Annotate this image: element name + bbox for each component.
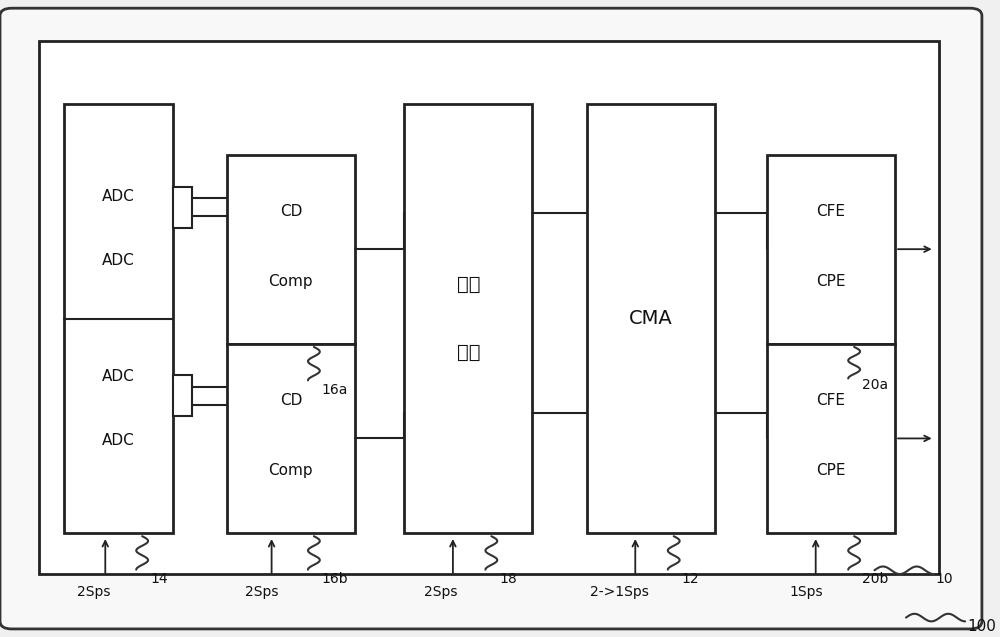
Text: 1Sps: 1Sps — [789, 585, 823, 599]
Text: 14: 14 — [150, 572, 168, 586]
Text: 2->1Sps: 2->1Sps — [590, 585, 649, 599]
Text: 2Sps: 2Sps — [245, 585, 278, 599]
Text: 时钟: 时钟 — [457, 275, 480, 294]
Text: Comp: Comp — [269, 463, 313, 478]
Bar — [173, 375, 192, 417]
Text: 20b: 20b — [862, 572, 888, 586]
Bar — [173, 187, 192, 227]
Text: CD: CD — [280, 204, 302, 219]
Bar — [587, 104, 715, 533]
Bar — [227, 155, 355, 344]
Text: CFE: CFE — [817, 204, 846, 219]
Bar — [227, 344, 355, 533]
Bar — [767, 155, 895, 344]
Bar — [404, 104, 532, 533]
Text: ADC: ADC — [102, 189, 135, 204]
Text: CPE: CPE — [816, 274, 846, 289]
Text: ADC: ADC — [102, 433, 135, 448]
Text: 恢复: 恢复 — [457, 343, 480, 362]
FancyBboxPatch shape — [0, 8, 982, 629]
Text: CFE: CFE — [817, 393, 846, 408]
Text: CD: CD — [280, 393, 302, 408]
Text: 10: 10 — [936, 572, 953, 586]
Text: ADC: ADC — [102, 369, 135, 384]
Text: 16a: 16a — [322, 383, 348, 397]
Text: CMA: CMA — [629, 309, 673, 328]
Bar — [64, 104, 173, 533]
Text: 2Sps: 2Sps — [77, 585, 110, 599]
Text: 100: 100 — [967, 619, 996, 634]
Bar — [767, 344, 895, 533]
Text: 12: 12 — [682, 572, 699, 586]
Text: CPE: CPE — [816, 463, 846, 478]
Text: 16b: 16b — [322, 572, 348, 586]
Text: Comp: Comp — [269, 274, 313, 289]
Bar — [39, 41, 939, 574]
Text: 20a: 20a — [862, 378, 888, 392]
Text: 18: 18 — [499, 572, 517, 586]
Text: ADC: ADC — [102, 253, 135, 268]
Text: 2Sps: 2Sps — [424, 585, 458, 599]
